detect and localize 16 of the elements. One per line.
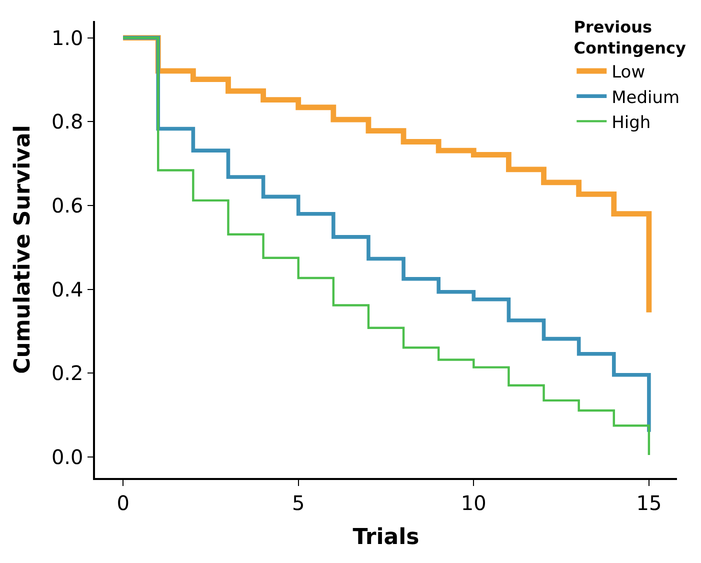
y-axis-title: Cumulative Survival <box>10 125 36 374</box>
y-tick-label: 0.6 <box>51 193 84 218</box>
y-tick-label: 1.0 <box>51 26 84 50</box>
legend-label: Medium <box>612 88 680 108</box>
y-tick-label: 0.8 <box>51 110 84 134</box>
x-tick-label: 15 <box>636 490 662 515</box>
legend-label: Low <box>612 62 646 83</box>
y-tick-label: 0.0 <box>51 445 84 470</box>
x-tick-label: 5 <box>292 490 305 515</box>
x-axis-title: Trials <box>352 525 420 550</box>
legend-label: High <box>612 112 651 133</box>
x-tick-label: 0 <box>116 490 130 515</box>
y-tick-label: 0.4 <box>51 277 84 302</box>
y-tick-label: 0.2 <box>51 361 84 386</box>
x-tick-label: 10 <box>460 490 486 515</box>
legend-title: Previous Contingency <box>574 18 687 58</box>
